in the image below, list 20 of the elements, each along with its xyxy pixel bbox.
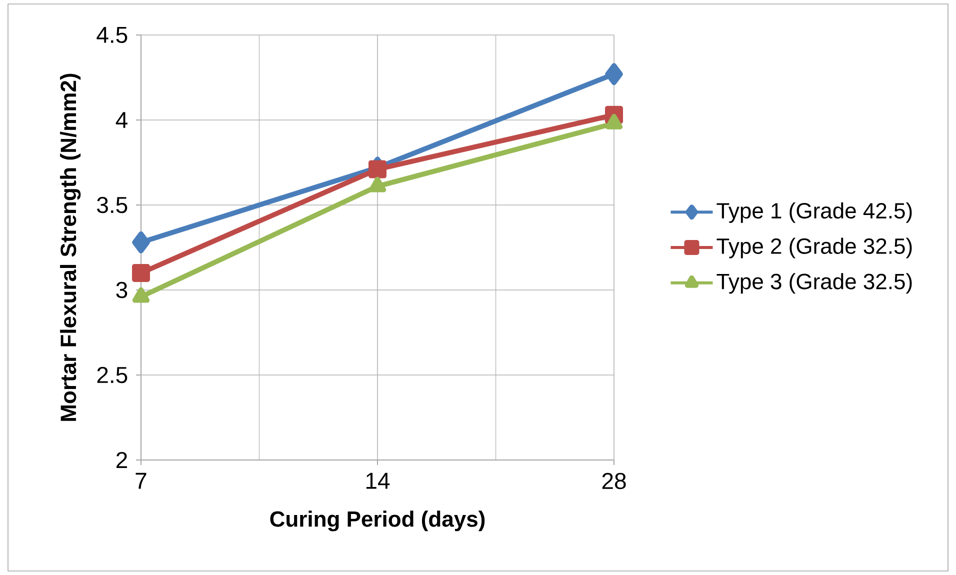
y-tick-label: 2.5 bbox=[97, 366, 128, 384]
y-tick-label: 4 bbox=[116, 112, 128, 128]
y-axis-title: Mortar Flexural Strength (N/mm2) bbox=[60, 74, 81, 421]
point bbox=[368, 176, 386, 192]
point bbox=[605, 63, 623, 86]
y-tick-label: 3.5 bbox=[97, 196, 128, 214]
point bbox=[132, 287, 150, 303]
point bbox=[368, 160, 386, 178]
x-axis-title: Curing Period (days) bbox=[270, 510, 485, 532]
legend-label: Type 1 (Grade 42.5) bbox=[716, 202, 912, 223]
x-tick-label: 28 bbox=[602, 472, 626, 490]
legend-label: Type 3 (Grade 32.5) bbox=[716, 273, 912, 294]
y-tick-label: 4.5 bbox=[96, 26, 128, 44]
y-tick-label: 2 bbox=[116, 452, 127, 468]
x-tick-label: 14 bbox=[366, 472, 390, 489]
point bbox=[132, 231, 150, 254]
legend-label: Type 2 (Grade 32.5) bbox=[716, 238, 912, 258]
y-tick-label: 3 bbox=[116, 282, 128, 298]
point bbox=[132, 264, 150, 282]
x-tick-label: 7 bbox=[136, 472, 146, 489]
